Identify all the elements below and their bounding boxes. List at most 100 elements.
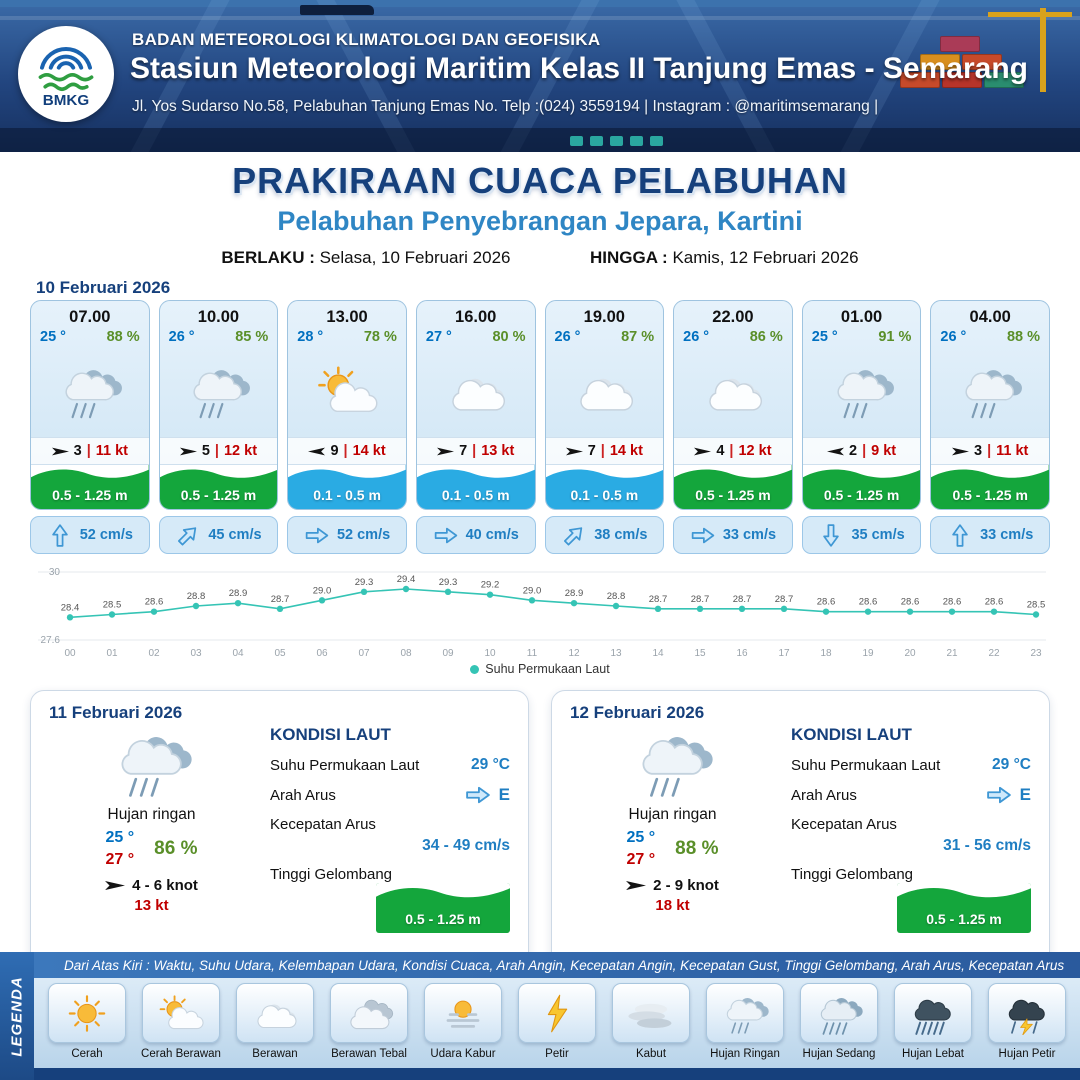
sun-icon <box>60 992 114 1035</box>
separator: | <box>987 443 992 459</box>
slot-time: 22.00 <box>712 308 754 326</box>
footer-strip <box>0 1068 1080 1080</box>
current-box: 35 cm/s <box>801 516 922 554</box>
forecast-card: 01.00 25 ° 91 % 2 | 9 kt 0.5 - 1.25 m <box>801 300 922 510</box>
legend-icon-box <box>236 983 314 1043</box>
temp-max: 27 ° <box>626 851 656 868</box>
wave-height-band: 0.5 - 1.25 m <box>802 465 921 509</box>
legend-label: Hujan Lebat <box>901 1048 965 1060</box>
svg-text:00: 00 <box>64 648 76 659</box>
valid-from-value: Selasa, 10 Februari 2026 <box>319 248 511 267</box>
air-temp: 25 ° <box>40 329 66 345</box>
forecast-card: 19.00 26 ° 87 % 7 | 14 kt 0.1 - 0.5 m <box>544 300 665 510</box>
current-direction-label: Arah Arus <box>270 786 336 804</box>
current-speed: 45 cm/s <box>208 527 262 543</box>
legend-item: Hujan Petir <box>982 983 1072 1060</box>
svg-text:29.0: 29.0 <box>523 585 542 596</box>
header-decor <box>0 16 1080 20</box>
wind-row: 3 | 11 kt <box>931 437 1049 465</box>
forecast-slot: 07.00 25 ° 88 % 3 | 11 kt 0.5 - 1.25 m <box>30 300 150 554</box>
condition-label: Hujan ringan <box>107 806 196 823</box>
seat-decor <box>630 136 643 146</box>
current-direction-icon <box>304 526 330 545</box>
wave-height: 0.5 - 1.25 m <box>695 487 771 503</box>
current-speed-label: Kecepatan Arus <box>791 816 897 833</box>
air-temp: 28 ° <box>297 329 324 345</box>
wind-range: 2 - 9 knot <box>653 877 719 894</box>
legend-icon-box <box>142 983 220 1043</box>
humidity: 88 % <box>1006 329 1040 345</box>
seat-decor <box>590 136 603 146</box>
valid-until-value: Kamis, 12 Februari 2026 <box>672 248 859 267</box>
separator: | <box>343 443 348 459</box>
legend-icon-box <box>988 983 1066 1043</box>
humidity: 88 % <box>106 329 140 345</box>
wind-row: 3 | 11 kt <box>31 437 149 465</box>
bmkg-logo-text: BMKG <box>43 92 89 109</box>
chart-legend: Suhu Permukaan Laut <box>30 662 1050 676</box>
svg-text:28.8: 28.8 <box>187 591 206 602</box>
svg-text:28.7: 28.7 <box>775 594 794 605</box>
legend-note-bar: Dari Atas Kiri : Waktu, Suhu Udara, Kele… <box>0 952 1080 978</box>
current-speed: 52 cm/s <box>336 527 391 543</box>
current-direction-icon <box>175 526 201 545</box>
slot-time: 10.00 <box>197 308 240 326</box>
slot-time: 04.00 <box>969 308 1011 326</box>
svg-text:05: 05 <box>274 648 286 659</box>
legend-label: Cerah <box>71 1048 103 1060</box>
legend-label: Berawan <box>252 1048 298 1060</box>
fog-icon <box>624 992 678 1035</box>
legend-icon-box <box>48 983 126 1043</box>
svg-text:28.6: 28.6 <box>859 597 878 608</box>
humidity: 85 % <box>235 329 269 345</box>
wave-shape <box>802 465 921 478</box>
wave-height-label: Tinggi Gelombang <box>270 866 393 883</box>
weather-icon <box>103 727 201 799</box>
wave-height: 0.5 - 1.25 m <box>823 487 900 503</box>
wind-gust: 13 kt <box>481 443 515 459</box>
day-forecast-card: 11 Februari 2026 Hujan ringan 25 ° 27 ° … <box>30 690 529 970</box>
svg-text:28.6: 28.6 <box>985 597 1004 608</box>
legend-note-text: Dari Atas Kiri : Waktu, Suhu Udara, Kele… <box>64 957 1065 973</box>
wave-shape <box>31 465 149 478</box>
container-decor <box>900 72 940 88</box>
legend-series-label: Suhu Permukaan Laut <box>485 662 610 676</box>
day-date: 12 Februari 2026 <box>570 703 705 722</box>
air-temp: 26 ° <box>940 329 967 345</box>
wave-height: 0.5 - 1.25 m <box>180 487 257 503</box>
wind-gust: 14 kt <box>352 443 386 459</box>
forecast-slot: 13.00 28 ° 78 % 9 | 14 kt 0.1 - 0.5 m <box>287 300 407 554</box>
legend-item: Hujan Lebat <box>888 983 978 1060</box>
svg-text:27.6: 27.6 <box>41 635 61 646</box>
wind-direction-icon <box>437 446 454 457</box>
current-direction-value: E <box>1019 785 1031 804</box>
wave-shape <box>376 883 510 898</box>
wave-height: 0.5 - 1.25 m <box>52 487 128 503</box>
haze-icon <box>436 992 490 1035</box>
wave-height-band: 0.1 - 0.5 m <box>545 465 664 509</box>
legend-label: Hujan Petir <box>998 1048 1056 1060</box>
wind-direction-icon <box>105 879 125 892</box>
agency-name: BADAN METEOROLOGI KLIMATOLOGI DAN GEOFIS… <box>132 30 601 49</box>
current-box: 52 cm/s <box>30 516 150 554</box>
legend-item: Hujan Sedang <box>794 983 884 1060</box>
wind-direction-icon <box>827 446 844 457</box>
container-decor <box>962 54 1002 70</box>
wind-direction-icon <box>52 446 69 457</box>
weather-icon <box>546 345 664 437</box>
svg-text:08: 08 <box>400 648 412 659</box>
valid-from-label: BERLAKU : <box>221 248 315 267</box>
separator: | <box>214 443 219 459</box>
header-decor <box>0 0 1080 7</box>
current-direction-icon <box>947 526 973 545</box>
rain-light-icon <box>718 992 772 1035</box>
svg-text:28.8: 28.8 <box>607 591 626 602</box>
current-direction-value: E <box>498 785 510 804</box>
wind-gust: 13 kt <box>134 897 169 914</box>
forecast-date: 10 Februari 2026 <box>36 278 171 297</box>
sst-chart-section: 30 27.6 28.4 00 28.5 01 28.6 02 28.8 03 28.9 04 28.7… <box>30 556 1050 676</box>
wave-height: 0.5 - 1.25 m <box>405 911 481 927</box>
current-direction-icon <box>561 526 587 545</box>
forecast-slot: 04.00 26 ° 88 % 3 | 11 kt 0.5 - 1.25 m <box>930 300 1050 554</box>
